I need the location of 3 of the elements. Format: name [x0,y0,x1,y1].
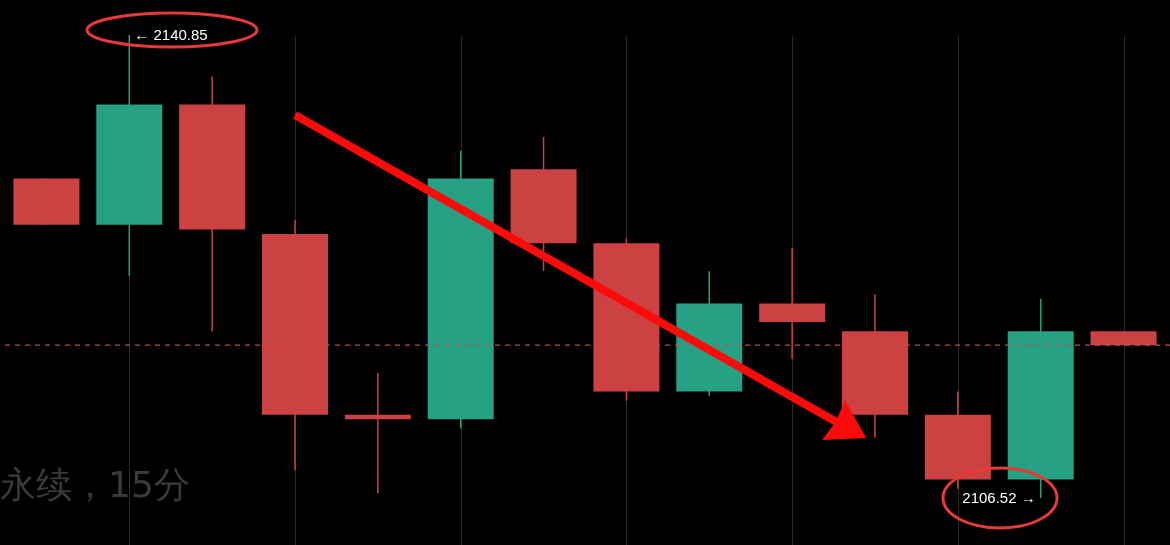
annotation: 永续，15分 [0,464,190,505]
annotation: 2106.52 → [962,489,1036,506]
annotation: ← 2140.85 [134,26,208,43]
